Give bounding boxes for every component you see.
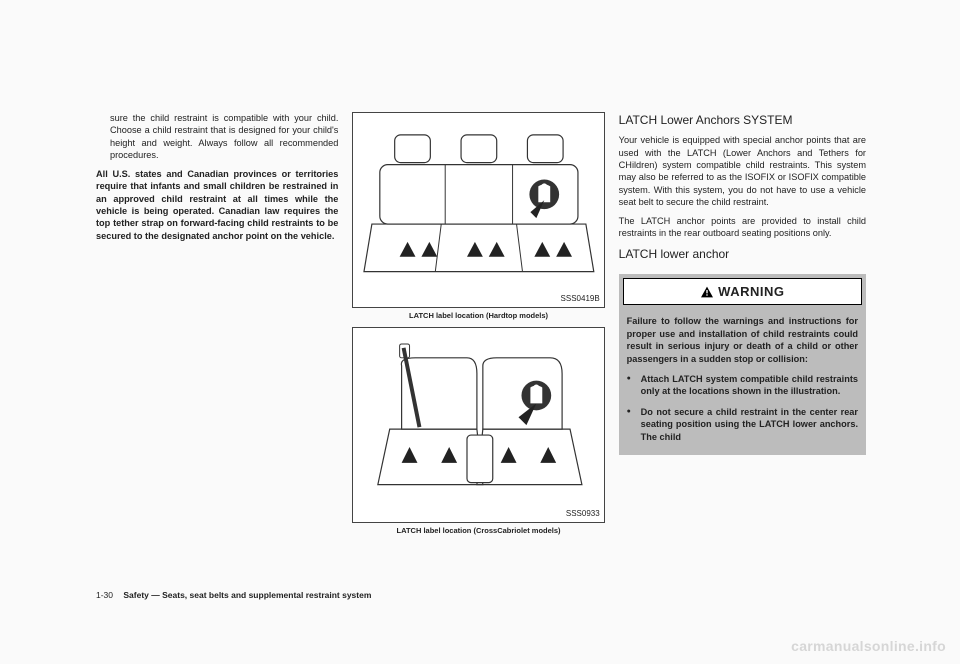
seat-illustration-hardtop [353,113,603,292]
column-left: sure the child restraint is compatible w… [96,112,338,588]
page-footer: 1-30 Safety — Seats, seat belts and supp… [96,590,371,600]
warning-triangle-icon [700,286,714,298]
figure-code-1: SSS0419B [353,292,603,307]
column-center: SSS0419B LATCH label location (Hardtop m… [352,112,604,588]
latch-description-2: The LATCH anchor points are provided to … [619,215,866,240]
latch-description-1: Your vehicle is equipped with special an… [619,134,866,209]
figure-crosscabriolet: SSS0933 [352,327,604,523]
intro-paragraph: sure the child restraint is compatible w… [96,112,338,162]
figure-caption-2: LATCH label location (CrossCabriolet mod… [352,526,604,536]
figure-hardtop: SSS0419B [352,112,604,308]
manual-page: sure the child restraint is compatible w… [96,112,866,588]
section-title: Safety — Seats, seat belts and supplemen… [123,590,371,600]
warning-list: Attach LATCH system compatible child res… [619,373,866,455]
seat-diagram-icon [360,123,598,282]
heading-latch-system: LATCH Lower Anchors SYSTEM [619,112,866,128]
warning-item-2: Do not secure a child restraint in the c… [627,406,858,443]
watermark: carmanualsonline.info [791,638,946,654]
column-right: LATCH Lower Anchors SYSTEM Your vehicle … [619,112,866,588]
warning-header: WARNING [623,278,862,306]
warning-label: WARNING [718,283,784,301]
warning-item-1: Attach LATCH system compatible child res… [627,373,858,398]
figure-code-2: SSS0933 [353,507,603,522]
warning-box: WARNING Failure to follow the warnings a… [619,274,866,455]
legal-requirement-paragraph: All U.S. states and Canadian provinces o… [96,168,338,243]
page-number: 1-30 [96,590,113,600]
seat-illustration-crosscabriolet [353,328,603,507]
warning-body-text: Failure to follow the warnings and instr… [619,305,866,373]
figure-caption-1: LATCH label location (Hardtop models) [352,311,604,321]
seat-diagram-icon [360,338,598,497]
heading-latch-lower-anchor: LATCH lower anchor [619,246,866,262]
